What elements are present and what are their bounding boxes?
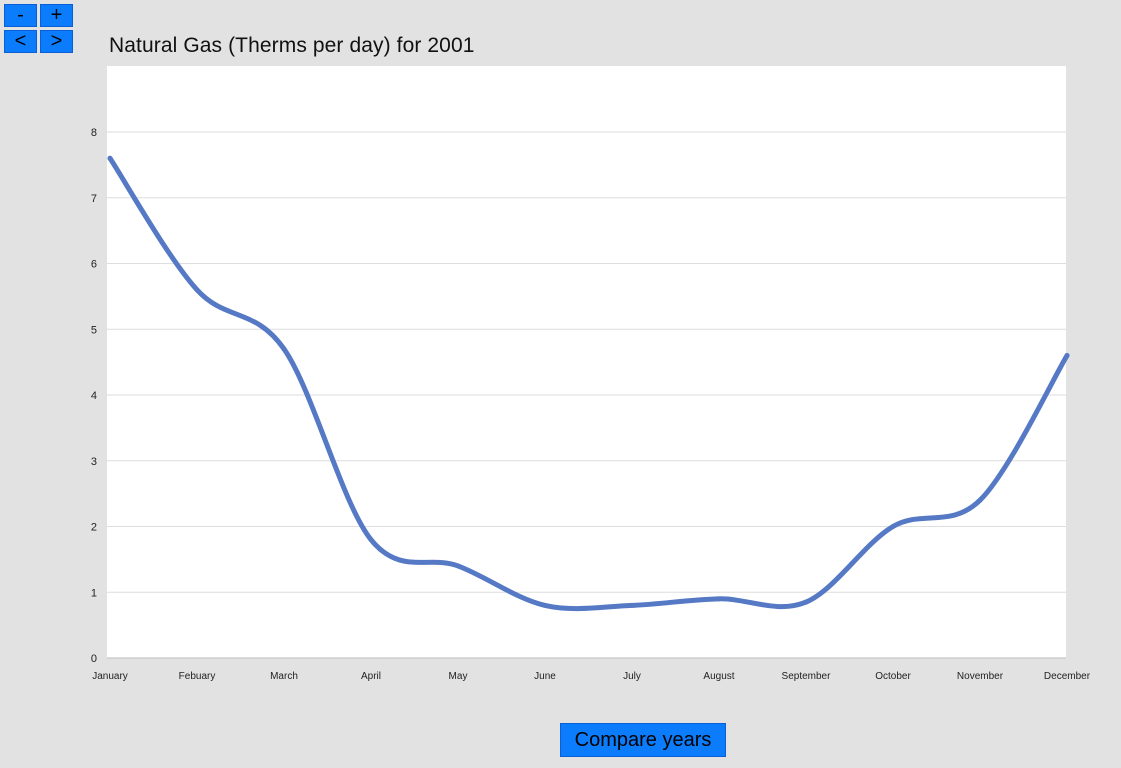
data-point xyxy=(107,155,113,161)
x-tick-label: May xyxy=(449,671,468,682)
y-tick-label: 5 xyxy=(91,324,97,336)
data-point xyxy=(890,524,896,529)
data-point xyxy=(977,497,983,503)
y-tick-label: 1 xyxy=(91,587,97,599)
data-point xyxy=(803,599,809,605)
data-point xyxy=(455,563,461,569)
data-point xyxy=(1064,353,1070,359)
y-tick-label: 2 xyxy=(91,522,97,534)
x-tick-label: March xyxy=(270,671,298,682)
y-tick-label: 0 xyxy=(91,653,97,665)
data-point xyxy=(281,346,287,352)
previous-year-button[interactable]: < xyxy=(4,30,37,53)
x-tick-label: April xyxy=(361,671,381,682)
x-tick-label: July xyxy=(623,671,641,682)
zoom-in-button[interactable]: + xyxy=(40,4,73,27)
data-point xyxy=(629,602,635,608)
y-tick-label: 4 xyxy=(91,390,97,402)
zoom-out-button[interactable]: - xyxy=(4,4,37,27)
data-point xyxy=(368,537,374,543)
y-tick-label: 8 xyxy=(91,127,97,139)
x-tick-label: November xyxy=(957,671,1004,682)
x-tick-label: January xyxy=(92,671,128,682)
compare-years-button[interactable]: Compare years xyxy=(560,723,726,757)
data-point xyxy=(194,287,200,293)
plot-area xyxy=(107,66,1066,658)
x-tick-label: June xyxy=(534,671,556,682)
x-tick-label: Febuary xyxy=(179,671,216,682)
series-line xyxy=(107,155,1070,612)
chart-navigation: - + < > xyxy=(4,4,75,54)
x-tick-label: September xyxy=(782,671,832,682)
x-tick-label: October xyxy=(875,671,911,682)
data-point xyxy=(716,596,722,602)
data-point xyxy=(542,602,548,608)
y-tick-label: 6 xyxy=(91,259,97,271)
x-tick-label: December xyxy=(1044,671,1091,682)
y-tick-label: 7 xyxy=(91,193,97,205)
x-tick-label: August xyxy=(703,671,734,682)
y-tick-label: 3 xyxy=(91,456,97,468)
next-year-button[interactable]: > xyxy=(40,30,73,53)
chart-title: Natural Gas (Therms per day) for 2001 xyxy=(109,34,475,57)
